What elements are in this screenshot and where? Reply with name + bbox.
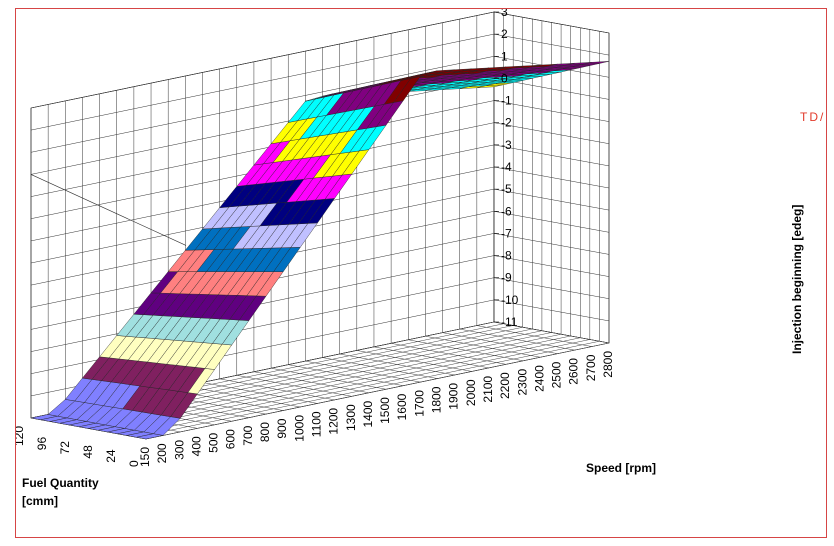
z-tick-label: -10 <box>501 293 519 307</box>
z-tick-label: 2 <box>501 27 508 41</box>
x-tick-label: 200 <box>155 443 169 463</box>
x-tick-label: 2500 <box>550 361 564 388</box>
y-axis-title-line2: [cmm] <box>22 494 58 508</box>
x-tick-label: 2800 <box>601 351 615 378</box>
x-tick-label: 1700 <box>412 390 426 417</box>
y-tick-label: 48 <box>81 445 95 459</box>
chart-frame: 150 200 300 400 500 600 700 800 900 1000 1100 1200 1… <box>15 8 827 538</box>
floor-gridline-y <box>145 342 610 440</box>
y-tick-label: 72 <box>58 441 72 455</box>
y-tick-label: 120 <box>16 426 26 446</box>
z-tick-label: -6 <box>501 204 512 218</box>
z-axis-title: Injection beginning [edeg] <box>790 205 804 354</box>
reference-label: TD/ <box>800 110 825 124</box>
x-tick-label: 1400 <box>361 400 375 427</box>
floor-gridline-y <box>126 339 590 436</box>
x-tick-label: 2200 <box>498 372 512 399</box>
chart-surface <box>30 61 610 440</box>
x-tick-label: 2700 <box>584 354 598 381</box>
floor-gridline-y <box>107 335 571 433</box>
x-tick-label: 700 <box>241 425 255 445</box>
x-tick-label: 400 <box>189 436 203 456</box>
x-tick-label: 1900 <box>447 383 461 410</box>
surface-cell <box>582 61 610 65</box>
y-tick-label: 0 <box>127 460 141 467</box>
x-tick-label: 1000 <box>292 415 306 442</box>
x-tick-label: 600 <box>224 429 238 449</box>
y-tick-label: 24 <box>104 449 118 463</box>
x-tick-label: 1800 <box>430 386 444 413</box>
z-tick-label: -1 <box>501 94 512 108</box>
x-tick-label: 1600 <box>395 393 409 420</box>
z-tick-label: -5 <box>501 182 512 196</box>
floor-gridline-y <box>136 341 600 438</box>
x-tick-label: 2600 <box>567 358 581 385</box>
x-tick-label: 1300 <box>344 404 358 431</box>
reference-plane-line <box>30 174 187 246</box>
y-tick-label: 96 <box>35 437 49 451</box>
x-tick-label: 2100 <box>481 376 495 403</box>
z-tick-label: 1 <box>501 49 508 63</box>
z-tick-label: -2 <box>501 116 512 130</box>
x-tick-label: 300 <box>172 440 186 460</box>
y-axis-title-line1: Fuel Quantity <box>22 476 99 490</box>
floor-gridline-y <box>117 337 581 434</box>
x-tick-label: 2400 <box>532 365 546 392</box>
x-tick-label: 2000 <box>464 379 478 406</box>
x-axis-title: Speed [rpm] <box>586 461 656 475</box>
x-tick-label: 1500 <box>378 397 392 424</box>
x-tick-label: 900 <box>275 418 289 438</box>
x-tick-label: 1200 <box>327 408 341 435</box>
chart-svg: 150 200 300 400 500 600 700 800 900 1000 1100 1200 1… <box>16 9 825 508</box>
z-tick-label: -9 <box>501 271 512 285</box>
z-tick-label: -11 <box>501 315 518 329</box>
z-tick-label: -4 <box>501 160 512 174</box>
z-tick-label: 0 <box>501 71 508 85</box>
z-tick-label: 3 <box>501 9 508 19</box>
z-tick-label: -7 <box>501 226 512 240</box>
x-tick-label: 800 <box>258 422 272 442</box>
x-tick-labels: 150 200 300 400 500 600 700 800 900 1000 1100 1200 1… <box>138 351 615 467</box>
x-tick-label: 500 <box>207 432 221 452</box>
y-tick-labels: 0 24 48 72 96 120 <box>16 426 141 467</box>
x-tick-label: 2300 <box>515 368 529 395</box>
x-tick-label: 150 <box>138 447 152 467</box>
z-tick-label: -8 <box>501 249 512 263</box>
z-tick-label: -3 <box>501 138 512 152</box>
x-tick-label: 1100 <box>310 411 324 437</box>
z-tick-labels: 3 2 1 0 -1 -2 -3 -4 -5 -6 -7 -8 -9 -10 -11 <box>494 9 519 329</box>
